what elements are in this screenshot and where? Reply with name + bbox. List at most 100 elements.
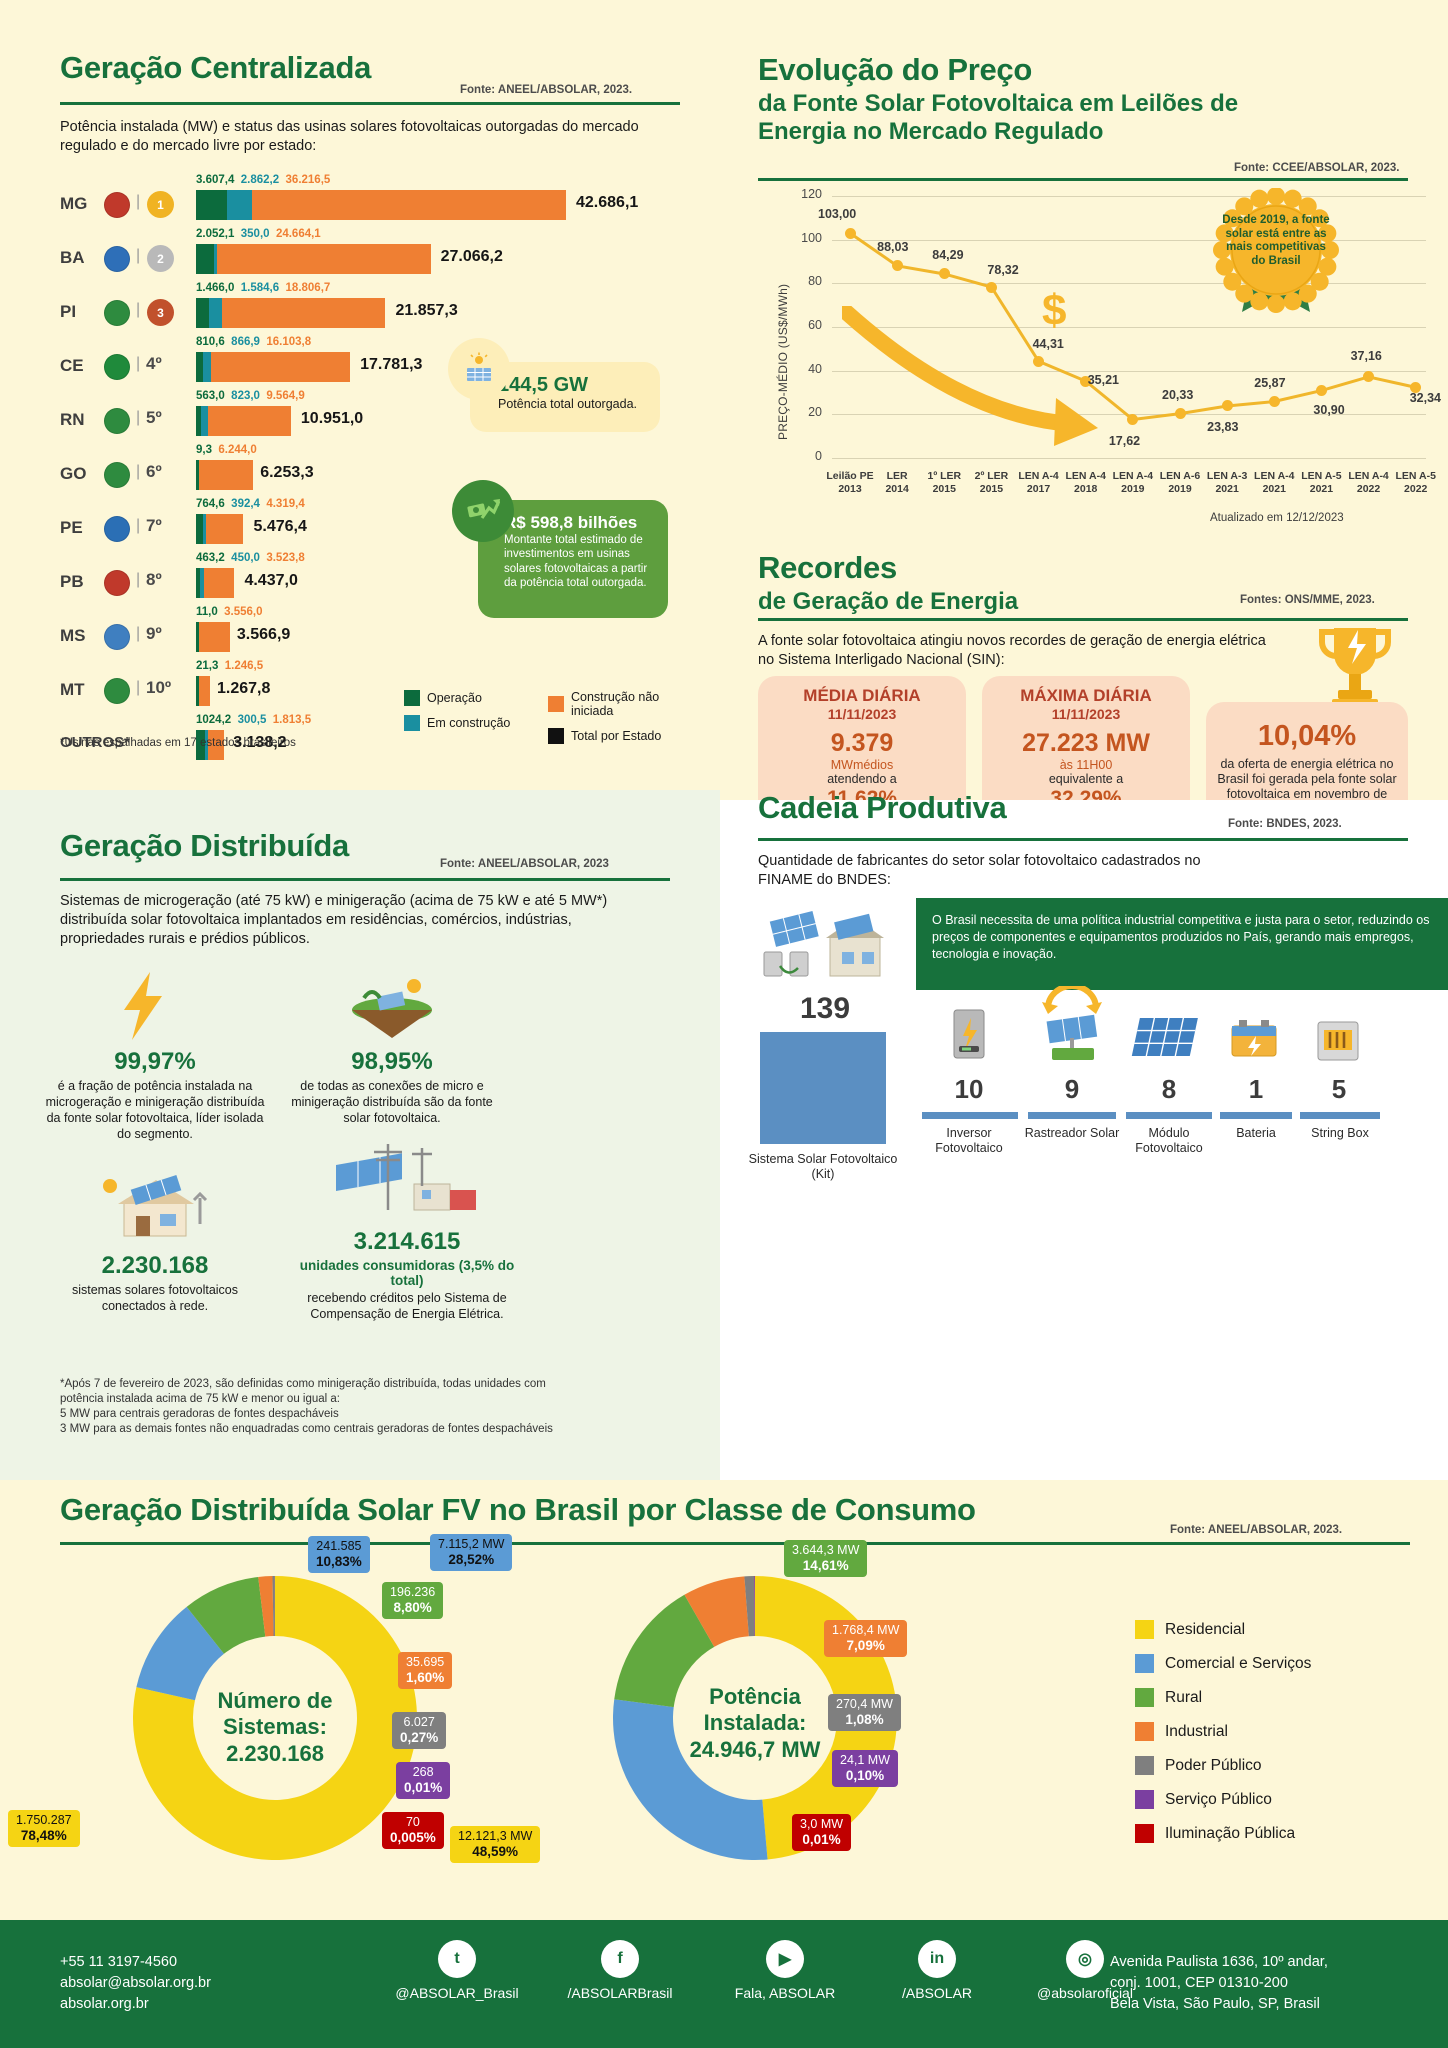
slice-value: 70	[405, 1815, 420, 1829]
callout-investimentos: R$ 598,8 bilhões Montante total estimado…	[478, 500, 668, 618]
donut-center: Potência Instalada: 24.946,7 MW	[665, 1684, 845, 1763]
segment-operacao	[196, 568, 200, 598]
card1-value: 9.379	[830, 729, 894, 757]
linkedin-icon[interactable]: in/ABSOLAR	[862, 1940, 1012, 2001]
slice-percent: 1,60%	[406, 1669, 445, 1685]
instagram-icon[interactable]: ◎ @absolaroficial	[1010, 1940, 1160, 2001]
cadeia-greenbox: O Brasil necessita de uma política indus…	[916, 898, 1448, 990]
legend-swatch-nao-iniciada	[548, 696, 564, 713]
section-cadeia-produtiva: Cadeia Produtiva Fonte: BNDES, 2023. Qua…	[720, 790, 1448, 1480]
x-axis-tick: Leilão PE 2013	[826, 470, 874, 495]
slice-value: 3,0 MW	[800, 1817, 844, 1831]
data-point	[1363, 371, 1375, 383]
x-axis-tick: LEN A-5 2021	[1301, 470, 1342, 495]
bolt-icon	[100, 970, 186, 1042]
segment-operacao	[196, 622, 199, 652]
data-point	[1127, 414, 1139, 426]
stacked-bar	[196, 676, 210, 706]
page-title: Geração Centralizada	[60, 50, 372, 85]
legend-item: Comercial e Serviços	[1135, 1654, 1311, 1673]
data-point	[1174, 408, 1186, 420]
twitter-icon[interactable]: t @ABSOLAR_Brasil	[382, 1940, 532, 2001]
slice-percent: 7,09%	[846, 1637, 885, 1653]
data-label: 25,87	[1254, 375, 1286, 390]
data-label: 30,90	[1313, 402, 1345, 417]
data-point	[1410, 381, 1422, 393]
cadeia-item-5-label: String Box	[1311, 1126, 1369, 1140]
y-axis-title: PREÇO-MÉDIO (US$/MWh)	[776, 283, 790, 440]
stat1-value: 99,97%	[114, 1048, 196, 1075]
medal-icon: 2	[147, 245, 174, 272]
cadeia-item-5-bar	[1300, 1112, 1380, 1119]
preco-subtitle-l2: Energia no Mercado Regulado	[758, 118, 1104, 145]
footer-address-2: conj. 1001, CEP 01310-200	[1110, 1975, 1288, 1992]
youtube-icon[interactable]: ▶ Fala, ABSOLAR	[710, 1940, 860, 2001]
stat4-mid: unidades consumidoras (3,5% do total)	[299, 1258, 515, 1288]
footer-email[interactable]: absolar@absolar.org.br	[60, 1975, 211, 1992]
segment-nao-iniciada	[210, 352, 351, 382]
source-donut: Fonte: ANEEL/ABSOLAR, 2023.	[1170, 1524, 1343, 1536]
bar-row: PI | 3 1.466,0 1.584,6 18.806,7 21.857,3	[0, 282, 720, 338]
instagram-icon-glyph: ◎	[1066, 1940, 1104, 1978]
footer-address-1: Avenida Paulista 1636, 10º andar,	[1110, 1954, 1328, 1970]
segment-em-construcao	[213, 244, 217, 274]
y-axis-tick: 60	[808, 318, 822, 332]
source-centralizada: Fonte: ANEEL/ABSOLAR, 2023.	[460, 84, 633, 96]
state-label: RN	[60, 410, 85, 429]
cadeia-item-4-value: 1	[1248, 1074, 1264, 1104]
legend-swatch-total	[548, 727, 564, 744]
badge-destaque	[1212, 187, 1340, 316]
data-label: 44,31	[1032, 337, 1064, 352]
legend-item-em-construcao: Em construção	[404, 715, 534, 731]
donut-rule	[60, 1542, 1410, 1545]
cadeia-item-0-bar	[760, 1032, 886, 1144]
dist-footnote-4: 3 MW para as demais fontes não enquadrad…	[60, 1423, 553, 1435]
slice-tag: 3.644,3 MW 14,61%	[784, 1540, 868, 1577]
legend-item-operacao: Operação	[404, 690, 534, 706]
rank-label: 8º	[146, 570, 162, 589]
legend-swatch	[1135, 1620, 1154, 1639]
legend-item: Serviço Público	[1135, 1790, 1311, 1809]
donut-numero-sistemas: Número de Sistemas: 2.230.168 1.750.287 78,…	[8, 1536, 500, 1888]
footer-phone[interactable]: +55 11 3197-4560	[60, 1954, 178, 1970]
cadeia-item-1-label: Inversor Fotovoltaico	[935, 1126, 1003, 1155]
medal-icon: 3	[147, 299, 174, 326]
bar-row: GO | 6º 9,3 6.244,0 6.253,3	[0, 444, 720, 500]
slice-value: 12.121,3 MW	[458, 1829, 533, 1843]
island-icon	[342, 966, 442, 1044]
segment-em-construcao	[227, 190, 253, 220]
segment-nao-iniciada	[216, 244, 431, 274]
slice-tag: 3,0 MW 0,01%	[792, 1814, 852, 1851]
bar-row: PB | 8º 463,2 450,0 3.523,8 4.437,0	[0, 552, 720, 608]
separator: |	[136, 463, 141, 480]
bar-total-label: 10.951,0	[300, 410, 364, 427]
data-label: 17,62	[1108, 433, 1141, 448]
data-point	[1033, 355, 1045, 367]
x-axis-tick: LEN A-4 2019	[1112, 470, 1154, 495]
facebook-icon[interactable]: f/ABSOLARBrasil	[545, 1940, 695, 2001]
segment-nao-iniciada	[199, 622, 230, 652]
legend-label-em-construcao: Em construção	[427, 716, 511, 730]
segment-nao-iniciada	[252, 190, 566, 220]
stat4-text: recebendo créditos pelo Sistema de Compe…	[307, 1291, 507, 1321]
dist-footnote-1: *Após 7 de fevereiro de 2023, são defini…	[60, 1378, 546, 1390]
footer-site[interactable]: absolar.org.br	[60, 1996, 149, 2013]
slice-tag: 24,1 MW 0,10%	[832, 1750, 899, 1787]
x-axis-tick: LEN A-6 2019	[1159, 470, 1201, 495]
separator: |	[136, 409, 141, 426]
bar-total-label: 3.566,9	[236, 626, 291, 643]
cadeia-item-1-value: 10	[954, 1074, 984, 1104]
legend-swatch	[1135, 1688, 1154, 1707]
data-label: 35,21	[1087, 373, 1119, 388]
distribuida-title: Geração Distribuída	[60, 828, 349, 863]
separator: |	[136, 301, 141, 318]
data-point	[891, 260, 903, 272]
state-label: PB	[60, 572, 84, 591]
card2-date: 11/11/2023	[1051, 706, 1121, 722]
section-geracao-centralizada: Geração Centralizada Fonte: ANEEL/ABSOLA…	[0, 0, 720, 790]
money-growth-icon	[452, 480, 514, 542]
cadeia-item-3-value: 8	[1161, 1074, 1177, 1104]
slice-value: 7.115,2 MW	[438, 1537, 505, 1551]
card2-title: MÁXIMA DIÁRIA	[1020, 686, 1152, 705]
slice-value: 3.644,3 MW	[792, 1543, 860, 1557]
